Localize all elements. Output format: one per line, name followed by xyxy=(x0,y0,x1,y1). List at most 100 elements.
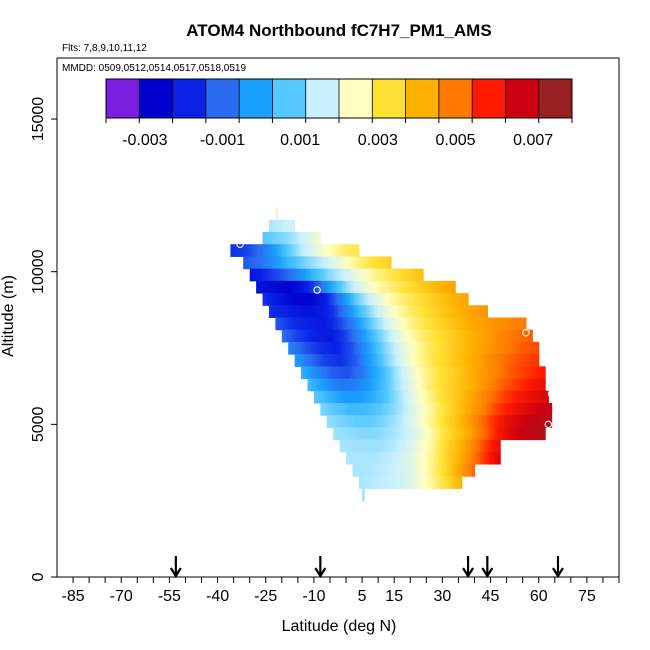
heatmap-cell xyxy=(389,439,393,453)
heatmap-cell xyxy=(511,354,515,367)
heatmap-cell xyxy=(426,415,430,428)
heatmap-cell xyxy=(354,439,358,453)
heatmap-cell xyxy=(283,256,287,270)
heatmap-cell xyxy=(427,439,431,453)
heatmap-cell xyxy=(281,219,285,233)
heatmap-cell xyxy=(466,354,470,367)
heatmap-cell xyxy=(387,439,391,453)
heatmap-cell xyxy=(314,329,318,343)
heatmap-cell xyxy=(399,329,403,343)
heatmap-cell xyxy=(520,427,524,441)
heatmap-cell xyxy=(329,305,333,318)
heatmap-cell xyxy=(390,427,394,441)
heatmap-cell xyxy=(392,378,396,392)
heatmap-cell xyxy=(235,244,239,257)
heatmap-cell xyxy=(350,341,354,355)
heatmap-cell xyxy=(525,378,529,392)
heatmap-cell xyxy=(447,280,451,294)
heatmap-cell xyxy=(414,305,418,318)
heatmap-cell xyxy=(428,402,432,416)
heatmap-cell xyxy=(277,317,281,331)
heatmap-cell xyxy=(419,329,423,343)
heatmap-cell xyxy=(535,427,539,441)
heatmap-cell xyxy=(318,256,322,270)
heatmap-cell xyxy=(503,354,507,367)
heatmap-cell xyxy=(385,402,389,416)
heatmap-cell xyxy=(476,415,480,428)
heatmap-cell xyxy=(395,317,399,331)
heatmap-cell xyxy=(340,378,344,392)
heatmap-cell xyxy=(538,402,543,416)
heatmap-cell xyxy=(289,329,293,343)
heatmap-cell xyxy=(469,415,473,428)
colorbar-swatch xyxy=(305,79,340,118)
heatmap-cell xyxy=(360,378,364,392)
heatmap-cell xyxy=(376,476,380,489)
heatmap-cell xyxy=(315,232,319,245)
heatmap-cell xyxy=(415,402,419,416)
heatmap-cell xyxy=(407,329,411,343)
heatmap-cell xyxy=(476,390,480,404)
heatmap-cell xyxy=(420,280,424,294)
heatmap-cell xyxy=(498,402,502,416)
heatmap-cell xyxy=(406,476,410,489)
heatmap-cell xyxy=(454,476,458,489)
heatmap-cell xyxy=(399,439,403,453)
heatmap-cell xyxy=(417,378,421,392)
heatmap-cell xyxy=(433,317,437,331)
heatmap-cell xyxy=(418,268,422,282)
heatmap-cell xyxy=(405,427,409,441)
heatmap-cell xyxy=(400,268,404,282)
heatmap-cell xyxy=(304,354,308,367)
heatmap-cell xyxy=(452,329,456,343)
heatmap-cell xyxy=(285,244,289,257)
heatmap-cell xyxy=(526,354,530,367)
heatmap-cell xyxy=(358,256,362,270)
heatmap-cell xyxy=(460,427,464,441)
heatmap-cell xyxy=(278,280,282,294)
heatmap-cell xyxy=(317,232,321,245)
heatmap-cell xyxy=(515,317,519,331)
heatmap-cell xyxy=(415,293,419,306)
heatmap-cell xyxy=(275,293,279,306)
heatmap-cell xyxy=(356,305,360,318)
heatmap-cell xyxy=(424,476,428,489)
heatmap-cell xyxy=(411,415,415,428)
heatmap-cell xyxy=(442,280,446,294)
heatmap-cell xyxy=(311,329,315,343)
heatmap-cell xyxy=(307,232,311,245)
heatmap-cell xyxy=(387,293,391,306)
heatmap-cell xyxy=(531,415,535,428)
heatmap-cell xyxy=(495,378,499,392)
heatmap-cell xyxy=(389,354,393,367)
heatmap-cell xyxy=(262,293,266,306)
heatmap-cell xyxy=(514,329,518,343)
heatmap-cell xyxy=(488,390,492,404)
heatmap-cell xyxy=(536,354,540,367)
heatmap-cell xyxy=(434,415,438,428)
heatmap-cell xyxy=(498,354,502,367)
heatmap-cell xyxy=(443,390,447,404)
heatmap-cell xyxy=(351,415,355,428)
heatmap-cell xyxy=(325,366,330,380)
colorbar-swatch xyxy=(472,79,506,118)
heatmap-cell xyxy=(362,378,366,392)
heatmap-cell xyxy=(405,280,409,294)
heatmap-cell xyxy=(322,317,327,331)
heatmap-cell xyxy=(393,341,397,355)
heatmap-cell xyxy=(248,244,252,257)
heatmap-cell xyxy=(287,293,291,306)
y-axis-label: Altitude (m) xyxy=(0,275,17,357)
heatmap-cell xyxy=(286,305,290,318)
heatmap-cell xyxy=(526,415,530,428)
heatmap-cell xyxy=(419,415,423,428)
heatmap-cell xyxy=(540,378,544,392)
heatmap-cell xyxy=(394,354,398,367)
heatmap-cell xyxy=(341,415,345,428)
heatmap-cell xyxy=(414,476,418,489)
heatmap-cell xyxy=(330,268,334,282)
heatmap-cell xyxy=(447,378,451,392)
heatmap-cell xyxy=(327,354,331,367)
heatmap-cell xyxy=(487,329,491,343)
heatmap-cell xyxy=(442,378,446,392)
